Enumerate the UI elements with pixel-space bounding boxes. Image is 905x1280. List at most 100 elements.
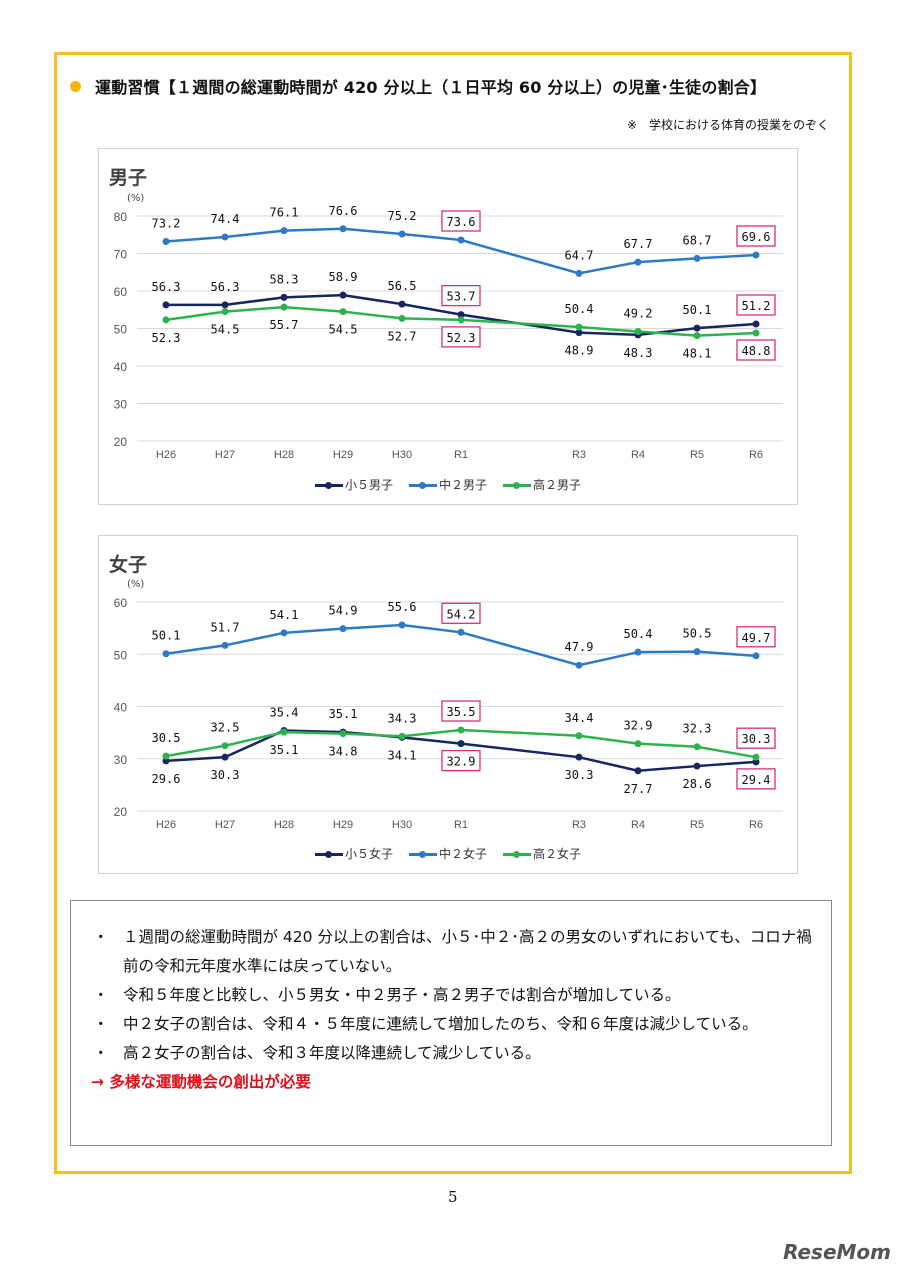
data-label: 47.9 [565,640,594,654]
data-point [693,743,701,751]
y-tick-label: 50 [114,648,128,662]
y-tick-label: 50 [114,323,128,337]
x-tick-label: H30 [392,449,412,461]
highlight-box [441,284,481,307]
series-line [165,623,757,667]
data-point [398,300,406,308]
data-point [457,740,465,748]
highlight-box [736,339,776,361]
data-point [752,652,760,660]
data-label: 34.4 [565,711,594,725]
data-label: 29.6 [152,772,181,786]
highlight-box [736,727,776,749]
data-label: 30.3 [565,768,594,782]
data-label: 74.4 [211,212,240,226]
boys-chart: 20 30 40 50 60 70 80 H26 H27 H28 H29 H30 R1 R3 R4 R5 R6 5… [98,148,798,505]
data-point [752,753,760,761]
data-point [339,291,347,299]
legend-item: 高２男子 [503,478,581,492]
data-label: 48.8 [742,344,771,358]
data-label: 35.5 [447,705,476,719]
plot: 20 30 40 50 60 70 80 H26 H27 H28 H29 H30 R1 R3 R4 R5 R6 5… [114,204,783,461]
x-tick-label: R5 [690,819,704,831]
data-label: 64.7 [565,248,594,262]
data-label: 68.7 [683,233,712,247]
y-tick-label: 40 [114,360,128,374]
x-tick-label: H29 [333,819,353,831]
legend-label: 小５女子 [344,847,393,861]
legend: 小５男子 中２男子 高２男子 [99,476,797,493]
x-tick-label: R4 [631,819,645,831]
data-label: 48.3 [624,346,653,360]
data-label: 73.2 [152,217,181,231]
data-label: 54.1 [270,608,299,622]
data-point [221,753,229,761]
data-label: 67.7 [624,237,653,251]
data-label: 56.3 [152,280,181,294]
legend: 小５女子 中２女子 高２女子 [99,845,797,862]
data-point [634,648,642,656]
highlight-box [736,626,776,648]
data-label: 52.3 [152,331,181,345]
data-point [221,301,229,309]
content-frame [54,52,852,1174]
x-tick-label: R5 [690,449,704,461]
data-label: 32.9 [624,719,653,733]
data-label: 35.4 [270,706,299,720]
legend-label: 中２男子 [438,478,487,492]
data-label: 50.5 [683,627,712,641]
data-label: 32.9 [447,755,476,769]
data-point [693,254,701,262]
legend-swatch-icon [408,850,437,858]
summary-item: ・中２女子の割合は、令和４・５年度に連続して増加したのち、令和６年度は減少してい… [93,1015,758,1033]
section-title: 運動習慣【１週間の総運動時間が 420 分以上（１日平均 60 分以上）の児童･… [70,74,766,98]
data-label: 50.1 [152,629,181,643]
chart-title: 女子 [109,554,148,576]
data-label: 51.2 [742,299,771,313]
legend-swatch-icon [314,850,343,858]
data-label: 56.5 [388,279,417,293]
data-label: 30.5 [152,731,181,745]
highlight-box [441,700,481,722]
series-line [166,293,757,337]
data-label: 75.2 [388,209,417,223]
x-tick-label: R4 [631,449,645,461]
highlight-box [736,294,776,316]
data-point [693,332,701,340]
data-label: 34.1 [388,748,417,762]
x-tick-label: H27 [215,819,235,831]
data-point [280,629,288,637]
legend-label: 中２女子 [438,847,487,861]
legend-label: 高２男子 [533,478,582,492]
data-point [457,311,465,319]
legend-swatch-icon [314,481,343,489]
data-point [575,329,583,337]
data-point [162,238,170,245]
y-unit: (%) [127,193,145,204]
x-tick-label: H26 [156,449,176,461]
data-point [693,648,701,656]
data-point [575,732,583,740]
x-tick-label: R3 [572,819,586,831]
data-point [457,628,465,636]
data-label: 34.8 [329,745,358,759]
girls-chart: 20 30 40 50 60 H26 H27 H28 H29 H30 R1 R3 R4 R5 R6 29.6 3… [98,535,798,874]
x-tick-label: R1 [454,449,468,461]
y-tick-label: 20 [114,435,128,449]
data-point [457,316,465,324]
data-point [693,324,701,332]
data-label: 54.9 [329,604,358,618]
y-tick-label: 20 [114,805,128,819]
data-label: 28.6 [683,777,712,791]
data-label: 51.7 [211,620,240,634]
highlight-box [441,602,481,624]
data-label: 30.3 [742,732,771,746]
highlight-box [441,210,481,232]
legend-label: 高２女子 [533,847,582,861]
data-point [457,236,465,244]
data-label: 49.7 [742,631,771,645]
data-label: 50.1 [683,303,712,317]
y-tick-label: 70 [114,248,128,262]
legend-item: 小５女子 [314,847,393,861]
x-tick-label: H28 [274,449,294,461]
